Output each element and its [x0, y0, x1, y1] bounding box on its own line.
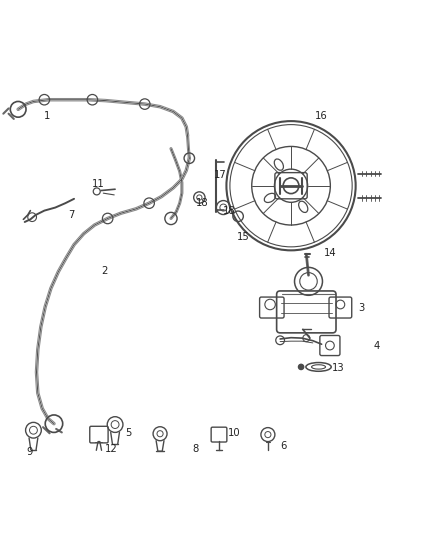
Text: 6: 6 [280, 440, 286, 450]
Text: 11: 11 [92, 180, 104, 189]
Text: 17: 17 [214, 170, 226, 180]
Text: 4: 4 [374, 341, 380, 351]
Text: 2: 2 [101, 266, 107, 276]
Text: 7: 7 [68, 210, 75, 220]
Text: 15: 15 [237, 232, 249, 242]
Text: 3: 3 [359, 303, 365, 313]
Text: 18: 18 [223, 206, 235, 216]
Text: 8: 8 [193, 444, 199, 454]
Text: 5: 5 [125, 429, 131, 438]
Text: 14: 14 [324, 248, 336, 259]
Text: 9: 9 [26, 447, 32, 457]
Circle shape [298, 364, 304, 369]
Text: 18: 18 [196, 198, 209, 208]
Text: 12: 12 [105, 444, 117, 454]
Text: 16: 16 [315, 111, 328, 121]
Text: 1: 1 [44, 111, 51, 121]
Text: 13: 13 [332, 363, 344, 373]
Text: 10: 10 [228, 429, 240, 438]
